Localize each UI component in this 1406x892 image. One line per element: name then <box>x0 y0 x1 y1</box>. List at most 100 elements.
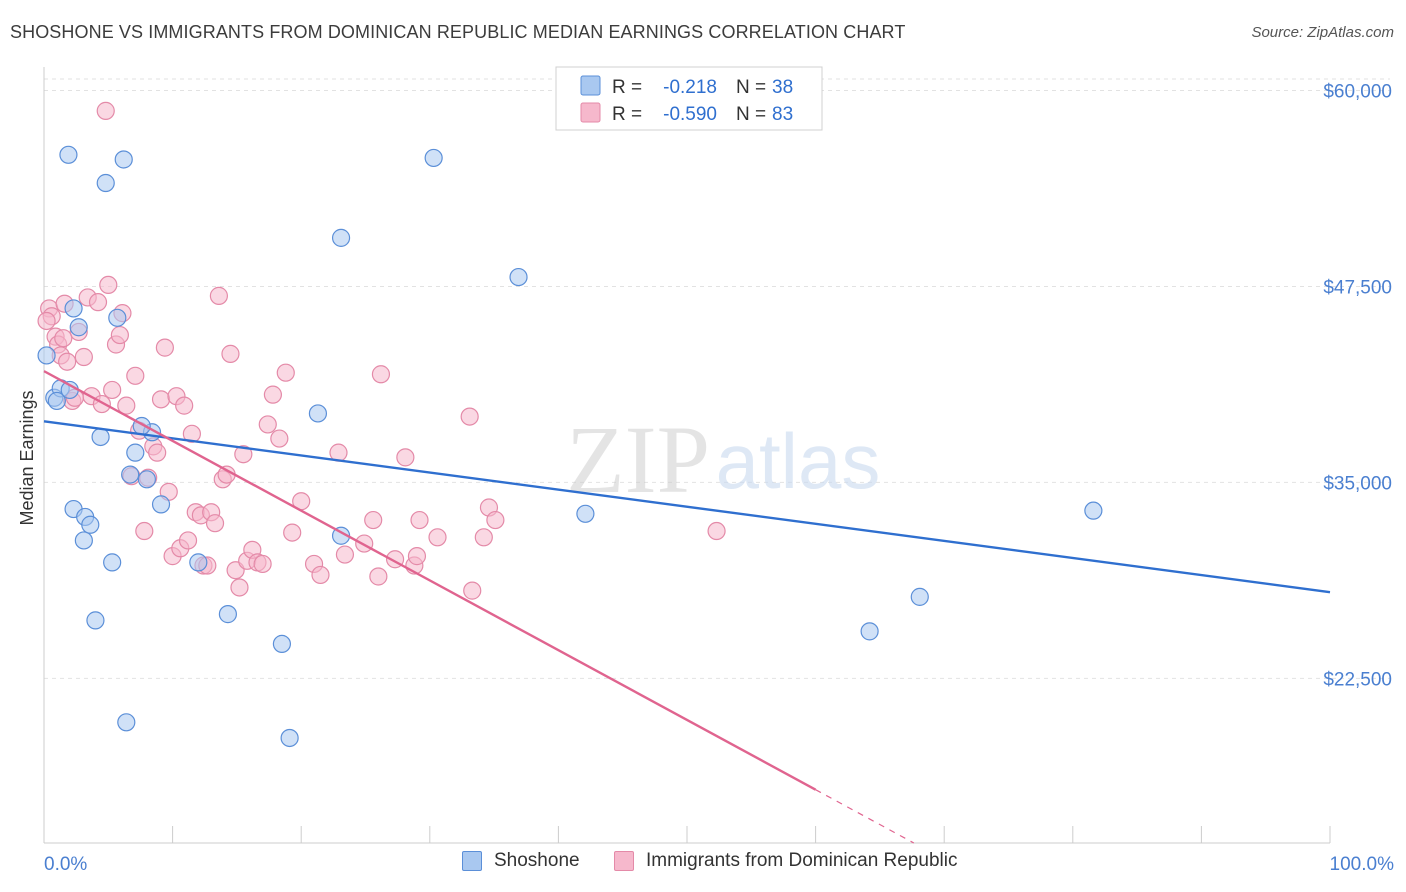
series-shoshone-points <box>37 145 1103 748</box>
dominican-point <box>135 521 154 541</box>
dominican-point <box>396 448 415 467</box>
dominican-point <box>276 363 295 382</box>
dominican-point <box>371 365 391 384</box>
tick-labels: $22,500 $35,000 $47,500 $60,000 0.0% 100.0% <box>44 82 1394 875</box>
shoshone-point <box>81 515 100 534</box>
shoshone-point <box>64 299 83 318</box>
dominican-point <box>258 415 277 434</box>
dominican-point <box>99 275 118 295</box>
shoshone-point <box>910 587 929 606</box>
y-axis-label: Median Earnings <box>17 390 37 525</box>
shoshone-point <box>509 267 528 287</box>
dominican-point <box>407 547 427 566</box>
y-tick-label: $22,500 <box>1323 669 1392 690</box>
dominican-point <box>58 352 77 371</box>
watermark-zip: ZIP <box>566 406 710 513</box>
dominican-point <box>460 407 479 426</box>
shoshone-point <box>69 318 88 337</box>
dominican-point <box>335 545 355 564</box>
dominican-point <box>74 347 93 367</box>
shoshone-point <box>424 148 443 168</box>
legend-swatch-dominican <box>580 102 601 123</box>
trend-lines <box>43 370 1331 844</box>
dominican-point <box>234 445 253 464</box>
dominican-point <box>369 567 388 586</box>
dominican-point <box>263 385 283 404</box>
source-credit: Source: ZipAtlas.com <box>1251 24 1394 41</box>
correlation-legend: R = -0.218 N = 38 R = -0.590 N = 83 <box>555 66 823 131</box>
dominican-point <box>151 390 171 409</box>
shoshone-point <box>272 634 292 654</box>
shoshone-point <box>117 713 136 732</box>
dominican-point <box>486 510 505 530</box>
shoshone-point <box>59 145 78 164</box>
dominican-point <box>205 514 225 533</box>
shoshone-point <box>96 173 115 193</box>
axes <box>43 67 1330 844</box>
shoshone-trend-line <box>43 420 1331 594</box>
legend-n-value-1: 38 <box>772 77 793 98</box>
dominican-point <box>103 380 122 400</box>
legend-swatch-dominican-bottom <box>614 851 634 871</box>
dominican-trend-line <box>43 370 817 791</box>
dominican-point <box>410 510 429 530</box>
dominican-point <box>463 581 482 600</box>
shoshone-point <box>108 308 127 327</box>
y-tick-label: $47,500 <box>1323 277 1392 298</box>
dominican-point <box>428 528 447 547</box>
shoshone-point <box>860 622 879 641</box>
dominican-point <box>96 101 115 120</box>
legend-swatch-shoshone-bottom <box>462 851 482 871</box>
grid-lines <box>43 78 1390 843</box>
shoshone-point <box>218 605 237 624</box>
legend-r-label-2: R = <box>612 104 642 125</box>
dominican-point <box>175 396 194 415</box>
shoshone-point <box>576 504 595 523</box>
shoshone-point <box>74 531 93 550</box>
dominican-point <box>221 344 240 363</box>
shoshone-point <box>37 346 56 365</box>
shoshone-point <box>1084 501 1103 520</box>
dominican-point <box>230 578 249 597</box>
shoshone-point <box>126 443 145 462</box>
legend-r-value-1: -0.218 <box>663 77 717 98</box>
shoshone-point <box>121 465 140 484</box>
shoshone-point <box>280 728 299 748</box>
legend-label-dominican: Immigrants from Dominican Republic <box>646 850 958 871</box>
shoshone-point <box>331 228 351 247</box>
shoshone-point <box>114 150 133 169</box>
dominican-point <box>88 293 108 312</box>
watermark-atlas: atlas <box>716 417 881 505</box>
dominican-point <box>707 521 726 541</box>
dominican-trend-line-extension <box>815 789 915 844</box>
shoshone-point <box>308 404 328 423</box>
y-tick-label: $35,000 <box>1323 473 1392 494</box>
shoshone-point <box>86 611 105 630</box>
legend-item-dominican: Immigrants from Dominican Republic <box>614 850 958 872</box>
dominican-point <box>148 443 167 462</box>
shoshone-point <box>137 470 156 489</box>
dominican-point <box>253 554 272 574</box>
dominican-point <box>283 523 302 542</box>
dominican-point <box>270 429 289 448</box>
x-tick-label: 0.0% <box>44 854 87 875</box>
dominican-point <box>182 424 201 443</box>
shoshone-point <box>103 553 122 572</box>
legend-r-value-2: -0.590 <box>663 104 717 125</box>
dominican-point <box>364 510 383 530</box>
dominican-point <box>311 565 330 585</box>
legend-swatch-shoshone <box>580 75 601 96</box>
legend-n-label-1: N = <box>736 77 766 98</box>
legend-n-label-2: N = <box>736 104 766 125</box>
dominican-point <box>126 366 145 385</box>
dominican-point <box>110 325 129 345</box>
shoshone-point <box>151 495 171 514</box>
legend-r-label-1: R = <box>612 77 642 98</box>
series-legend: Shoshone Immigrants from Dominican Repub… <box>0 850 1406 880</box>
dominican-point <box>209 286 228 305</box>
dominican-point <box>37 311 56 331</box>
dominican-point <box>155 338 174 357</box>
x-tick-label: 100.0% <box>1330 854 1395 875</box>
y-tick-label: $60,000 <box>1323 82 1392 103</box>
